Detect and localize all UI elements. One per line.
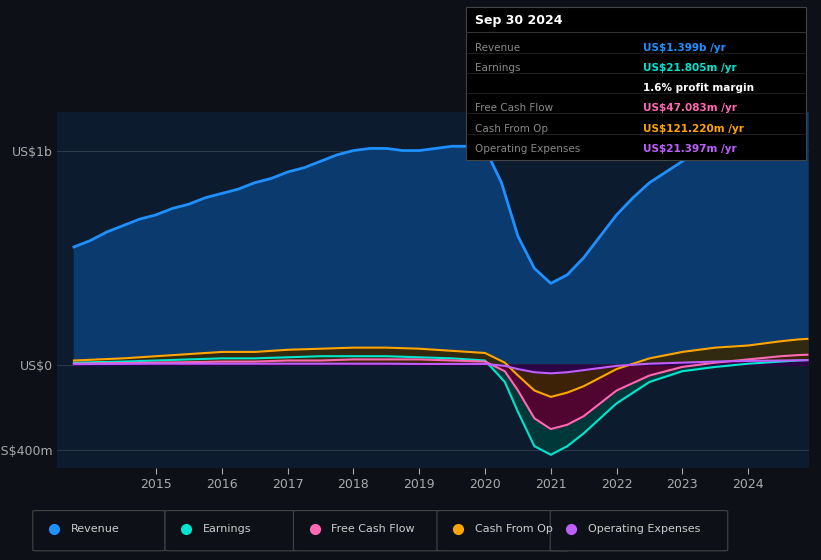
Text: Free Cash Flow: Free Cash Flow [331, 524, 415, 534]
Text: Cash From Op: Cash From Op [475, 124, 548, 134]
Text: Earnings: Earnings [203, 524, 251, 534]
FancyBboxPatch shape [437, 511, 569, 551]
Text: US$121.220m /yr: US$121.220m /yr [643, 124, 744, 134]
FancyBboxPatch shape [165, 511, 297, 551]
Text: Operating Expenses: Operating Expenses [588, 524, 700, 534]
Text: Earnings: Earnings [475, 63, 521, 73]
FancyBboxPatch shape [33, 511, 165, 551]
FancyBboxPatch shape [550, 511, 727, 551]
Text: Free Cash Flow: Free Cash Flow [475, 104, 553, 114]
Text: US$47.083m /yr: US$47.083m /yr [643, 104, 736, 114]
Text: Cash From Op: Cash From Op [475, 524, 553, 534]
Text: Revenue: Revenue [475, 43, 521, 53]
Text: 1.6% profit margin: 1.6% profit margin [643, 83, 754, 93]
FancyBboxPatch shape [293, 511, 441, 551]
Text: Operating Expenses: Operating Expenses [475, 144, 580, 154]
Text: US$21.397m /yr: US$21.397m /yr [643, 144, 736, 154]
Text: Revenue: Revenue [71, 524, 119, 534]
Text: US$1.399b /yr: US$1.399b /yr [643, 43, 726, 53]
Text: Sep 30 2024: Sep 30 2024 [475, 14, 563, 27]
Text: US$21.805m /yr: US$21.805m /yr [643, 63, 736, 73]
